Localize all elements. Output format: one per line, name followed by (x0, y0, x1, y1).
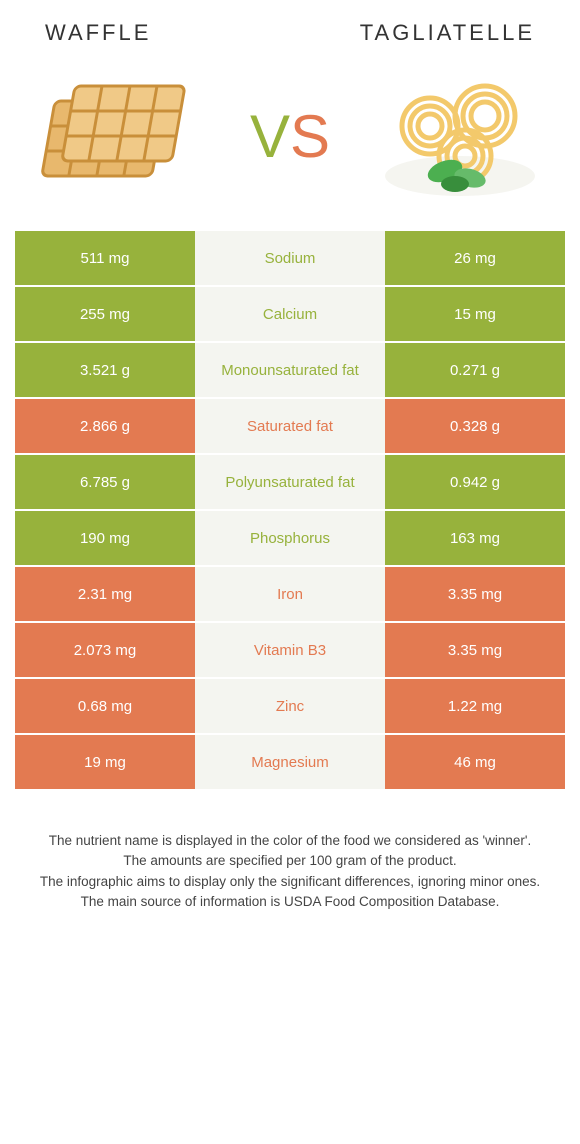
left-value: 2.073 mg (15, 623, 195, 677)
left-value: 2.866 g (15, 399, 195, 453)
right-value: 163 mg (385, 511, 565, 565)
nutrient-name: Sodium (195, 231, 385, 285)
table-row: 2.31 mgIron3.35 mg (15, 567, 565, 623)
right-value: 1.22 mg (385, 679, 565, 733)
left-value: 255 mg (15, 287, 195, 341)
footer-line-4: The main source of information is USDA F… (35, 892, 545, 912)
left-value: 190 mg (15, 511, 195, 565)
nutrient-table: 511 mgSodium26 mg255 mgCalcium15 mg3.521… (15, 231, 565, 791)
table-row: 511 mgSodium26 mg (15, 231, 565, 287)
right-value: 46 mg (385, 735, 565, 789)
table-row: 2.073 mgVitamin B33.35 mg (15, 623, 565, 679)
vs-row: VS (15, 56, 565, 231)
table-row: 0.68 mgZinc1.22 mg (15, 679, 565, 735)
table-row: 255 mgCalcium15 mg (15, 287, 565, 343)
header: Waffle Tagliatelle (15, 20, 565, 56)
nutrient-name: Iron (195, 567, 385, 621)
nutrient-name: Polyunsaturated fat (195, 455, 385, 509)
footer-line-3: The infographic aims to display only the… (35, 872, 545, 892)
vs-v: V (250, 102, 290, 171)
left-value: 19 mg (15, 735, 195, 789)
nutrient-name: Zinc (195, 679, 385, 733)
nutrient-name: Monounsaturated fat (195, 343, 385, 397)
food-right-image (375, 66, 545, 206)
right-value: 0.942 g (385, 455, 565, 509)
table-row: 3.521 gMonounsaturated fat0.271 g (15, 343, 565, 399)
right-value: 3.35 mg (385, 623, 565, 677)
right-value: 15 mg (385, 287, 565, 341)
nutrient-name: Magnesium (195, 735, 385, 789)
tagliatelle-icon (375, 66, 545, 206)
left-value: 6.785 g (15, 455, 195, 509)
waffle-icon (40, 76, 200, 196)
food-right-title: Tagliatelle (360, 20, 535, 46)
left-value: 0.68 mg (15, 679, 195, 733)
nutrient-name: Phosphorus (195, 511, 385, 565)
table-row: 190 mgPhosphorus163 mg (15, 511, 565, 567)
footer-notes: The nutrient name is displayed in the co… (15, 791, 565, 912)
vs-label: VS (250, 102, 330, 171)
food-left-image (35, 66, 205, 206)
right-value: 3.35 mg (385, 567, 565, 621)
food-left-title: Waffle (45, 20, 151, 46)
table-row: 19 mgMagnesium46 mg (15, 735, 565, 791)
left-value: 2.31 mg (15, 567, 195, 621)
right-value: 0.328 g (385, 399, 565, 453)
left-value: 3.521 g (15, 343, 195, 397)
nutrient-name: Calcium (195, 287, 385, 341)
table-row: 2.866 gSaturated fat0.328 g (15, 399, 565, 455)
table-row: 6.785 gPolyunsaturated fat0.942 g (15, 455, 565, 511)
nutrient-name: Vitamin B3 (195, 623, 385, 677)
right-value: 0.271 g (385, 343, 565, 397)
right-value: 26 mg (385, 231, 565, 285)
nutrient-name: Saturated fat (195, 399, 385, 453)
footer-line-2: The amounts are specified per 100 gram o… (35, 851, 545, 871)
footer-line-1: The nutrient name is displayed in the co… (35, 831, 545, 851)
vs-s: S (290, 102, 330, 171)
left-value: 511 mg (15, 231, 195, 285)
